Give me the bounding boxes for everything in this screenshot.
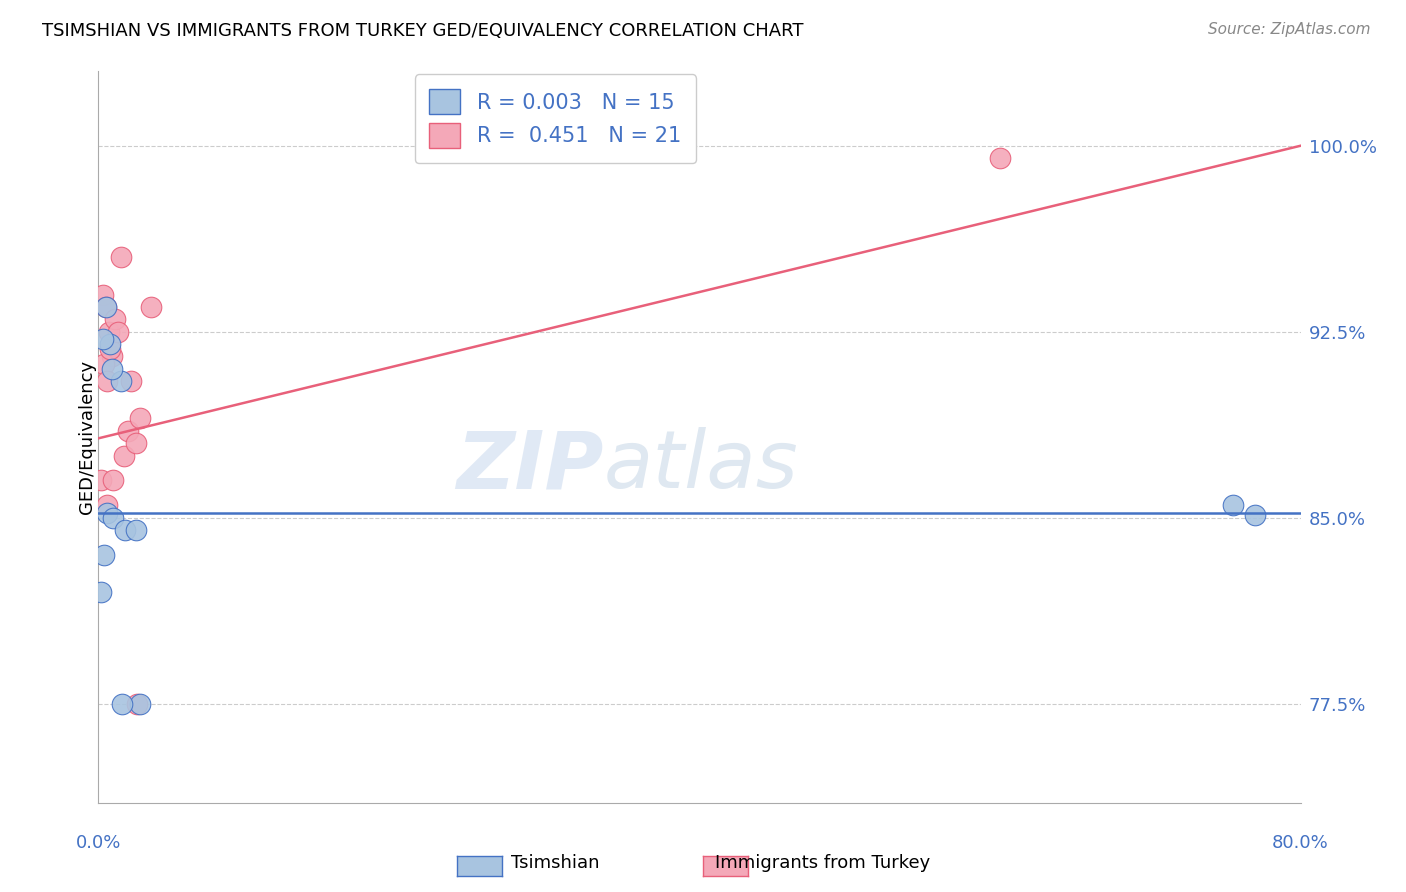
Point	[90, 585, 112, 599]
Point	[91, 332, 114, 346]
Point	[1222, 498, 1244, 512]
Point	[96, 506, 118, 520]
Point	[94, 300, 117, 314]
Text: atlas: atlas	[603, 427, 799, 506]
Point	[1244, 508, 1267, 523]
Point	[111, 697, 134, 711]
Point	[117, 424, 139, 438]
Point	[129, 411, 152, 425]
Point	[97, 325, 120, 339]
Point	[91, 287, 114, 301]
Point	[103, 510, 125, 524]
Point	[121, 374, 143, 388]
Point	[114, 523, 136, 537]
Point	[112, 449, 135, 463]
Text: TSIMSHIAN VS IMMIGRANTS FROM TURKEY GED/EQUIVALENCY CORRELATION CHART: TSIMSHIAN VS IMMIGRANTS FROM TURKEY GED/…	[42, 22, 804, 40]
Point	[107, 325, 129, 339]
Y-axis label: GED/Equivalency: GED/Equivalency	[79, 360, 96, 514]
Point	[96, 374, 118, 388]
Point	[988, 151, 1011, 165]
Point	[139, 300, 162, 314]
Point	[110, 250, 132, 264]
Point	[90, 474, 112, 488]
Point	[101, 350, 124, 364]
Text: Tsimshian: Tsimshian	[512, 855, 599, 872]
Point	[94, 300, 117, 314]
Point	[129, 697, 152, 711]
Point	[93, 548, 115, 562]
Point	[100, 342, 122, 356]
Text: 80.0%: 80.0%	[1272, 834, 1329, 852]
Legend: R = 0.003   N = 15, R =  0.451   N = 21: R = 0.003 N = 15, R = 0.451 N = 21	[415, 74, 696, 163]
Text: Immigrants from Turkey: Immigrants from Turkey	[714, 855, 931, 872]
Point	[96, 498, 118, 512]
Point	[125, 436, 148, 450]
Point	[101, 362, 124, 376]
Point	[100, 337, 122, 351]
Text: 0.0%: 0.0%	[76, 834, 121, 852]
Point	[125, 523, 148, 537]
Text: ZIP: ZIP	[456, 427, 603, 506]
Point	[110, 374, 132, 388]
Point	[104, 312, 127, 326]
Text: Source: ZipAtlas.com: Source: ZipAtlas.com	[1208, 22, 1371, 37]
Point	[93, 357, 115, 371]
Point	[127, 697, 149, 711]
Point	[103, 474, 125, 488]
